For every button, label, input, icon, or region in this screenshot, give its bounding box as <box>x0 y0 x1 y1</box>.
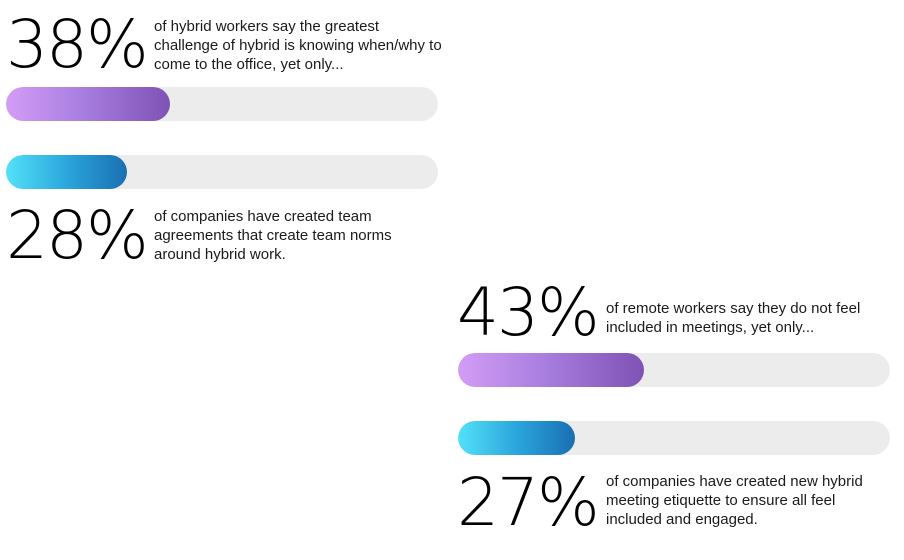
stat-description-28: of companies have created team agreement… <box>154 208 392 263</box>
bar-fill-38 <box>6 87 171 121</box>
stat-percent-27: 27% <box>457 464 600 541</box>
bar-track-28 <box>6 155 438 189</box>
stat-description-38: of hybrid workers say the greatest chall… <box>154 18 442 73</box>
bar-track-38 <box>6 87 438 121</box>
bar-fill-28 <box>6 155 127 189</box>
stat-percent-43: 43% <box>457 274 600 351</box>
stat-percent-28: 28% <box>6 197 149 274</box>
bar-fill-43 <box>458 353 644 387</box>
bar-track-43 <box>458 353 890 387</box>
bar-fill-27 <box>458 421 575 455</box>
stat-description-43: of remote workers say they do not feel i… <box>606 300 861 336</box>
stat-percent-38: 38% <box>6 6 149 83</box>
stat-description-27: of companies have created new hybrid mee… <box>606 473 863 528</box>
bar-track-27 <box>458 421 890 455</box>
